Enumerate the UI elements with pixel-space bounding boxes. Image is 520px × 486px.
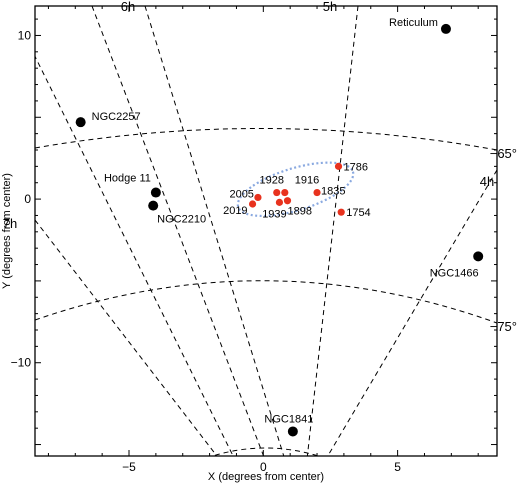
- black-cluster-point: [287, 426, 298, 437]
- red-cluster-point: [248, 200, 257, 208]
- plot-border: [34, 5, 498, 457]
- red-cluster-label: 1898: [287, 206, 311, 218]
- ra-label: 5h: [323, 0, 337, 14]
- red-cluster-point: [281, 188, 289, 197]
- dec-grid-arc: [35, 128, 497, 151]
- red-cluster-point: [273, 188, 281, 197]
- black-cluster-label: Hodge 11: [104, 173, 151, 185]
- ra-label: 7h: [3, 216, 17, 231]
- red-cluster-point: [337, 208, 345, 216]
- black-cluster-point: [440, 23, 451, 34]
- x-tick-label: 5: [394, 460, 401, 474]
- ra-grid-line: [91, 6, 265, 456]
- dec-label: −65°: [490, 146, 517, 161]
- red-cluster-point: [313, 188, 321, 197]
- ra-grid-line: [35, 55, 234, 456]
- ra-label: 6h: [121, 0, 135, 14]
- red-cluster-point: [275, 198, 284, 206]
- red-cluster-label: 2005: [229, 188, 253, 200]
- black-cluster-point: [150, 187, 161, 198]
- black-cluster-label: Reticulum: [389, 17, 438, 29]
- black-cluster-point: [75, 117, 86, 128]
- red-cluster-point: [283, 197, 292, 205]
- black-cluster-label: NGC2257: [92, 111, 141, 123]
- black-cluster-label: NGC2210: [157, 214, 206, 226]
- red-cluster-point: [254, 193, 262, 202]
- red-cluster-label: 1786: [344, 161, 368, 173]
- lmc-bar-ellipse-outline: [236, 161, 355, 218]
- dec-grid-arc: [35, 280, 497, 324]
- x-tick-label: 0: [260, 460, 267, 474]
- black-cluster-label: NGC1466: [430, 267, 479, 279]
- dec-label: −75°: [490, 319, 517, 334]
- red-cluster-label: 1939: [262, 208, 286, 220]
- black-cluster-point: [473, 251, 484, 262]
- point-labels: Reticulum NGC2257 Hodge 11 NGC2210 NGC1466 NG…: [92, 17, 479, 426]
- black-cluster-point: [148, 200, 159, 211]
- y-tick-label: 0: [24, 192, 31, 206]
- data-points: [75, 23, 484, 437]
- ra-label: 4h: [480, 174, 494, 189]
- red-cluster-label: 2019: [223, 205, 247, 217]
- red-cluster-label: 1916: [295, 175, 319, 187]
- ra-grid-line: [35, 219, 218, 456]
- ra-grid-line: [144, 6, 285, 456]
- lmc-bar-ellipse: [236, 161, 355, 218]
- coordinate-grid: [35, 6, 497, 456]
- x-tick-label: −5: [122, 460, 136, 474]
- red-cluster-label: 1835: [321, 186, 345, 198]
- y-tick-label: −10: [11, 356, 32, 370]
- red-cluster-label: 1754: [346, 207, 370, 219]
- black-cluster-label: NGC1841: [264, 413, 313, 425]
- ra-grid-line: [327, 169, 497, 456]
- red-cluster-label: 1928: [260, 175, 284, 187]
- x-axis-label: X (degrees from center): [208, 471, 324, 483]
- y-axis-label: Y (degrees from center): [1, 173, 13, 289]
- red-cluster-point: [334, 162, 343, 170]
- plot-frame: [34, 5, 498, 457]
- y-tick-label: 10: [18, 28, 32, 42]
